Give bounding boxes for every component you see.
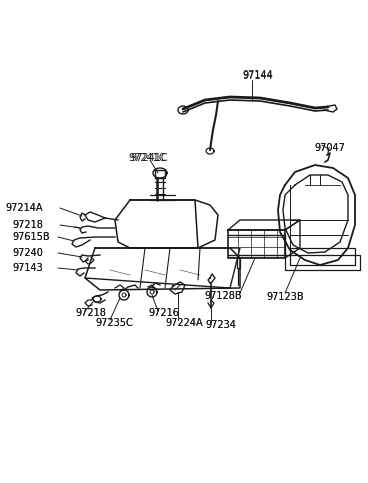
- Text: 97047: 97047: [314, 143, 345, 153]
- Text: 97240: 97240: [12, 248, 43, 258]
- Text: 97128B: 97128B: [204, 291, 242, 301]
- Text: 97143: 97143: [12, 263, 43, 273]
- Text: 97241C: 97241C: [130, 153, 168, 163]
- Text: 97143: 97143: [12, 263, 43, 273]
- Text: 97224A: 97224A: [165, 318, 203, 328]
- Text: 97123B: 97123B: [266, 292, 304, 302]
- Text: 97123B: 97123B: [266, 292, 304, 302]
- Text: 97234: 97234: [205, 320, 236, 330]
- Text: 97144: 97144: [242, 70, 273, 80]
- Text: 97047: 97047: [314, 143, 345, 153]
- Text: 97218: 97218: [12, 220, 43, 230]
- Text: 97234: 97234: [205, 320, 236, 330]
- Text: 97235C: 97235C: [95, 318, 133, 328]
- Text: 97216: 97216: [148, 308, 179, 318]
- Text: 97216: 97216: [148, 308, 179, 318]
- Text: 97615B: 97615B: [12, 232, 50, 242]
- Text: 97240: 97240: [12, 248, 43, 258]
- Text: 97241C: 97241C: [128, 153, 166, 163]
- Text: 97214A: 97214A: [5, 203, 42, 213]
- Text: 97224A: 97224A: [165, 318, 203, 328]
- Text: 97218: 97218: [75, 308, 106, 318]
- Text: 97144: 97144: [242, 71, 273, 81]
- Text: 97214A: 97214A: [5, 203, 42, 213]
- Text: 97218: 97218: [12, 220, 43, 230]
- Text: 97615B: 97615B: [12, 232, 50, 242]
- Text: 97128B: 97128B: [204, 291, 242, 301]
- Text: 97218: 97218: [75, 308, 106, 318]
- Text: 97235C: 97235C: [95, 318, 133, 328]
